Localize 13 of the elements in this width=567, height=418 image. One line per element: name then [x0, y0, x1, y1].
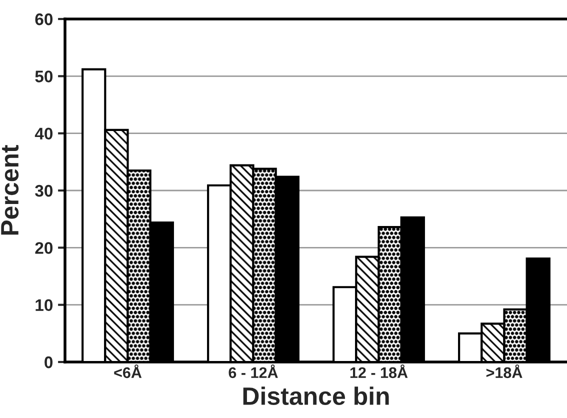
y-tick-label: 10 — [36, 299, 53, 312]
x-axis-title: Distance bin — [243, 386, 389, 406]
y-tick-label: 50 — [35, 70, 53, 82]
y-tick-label: 20 — [35, 242, 53, 254]
x-tick-label: 12 - 18Å — [350, 364, 408, 378]
x-tick-label: <6Å — [114, 364, 142, 378]
y-tick-label: 60 — [35, 13, 53, 26]
y-tick-label: 40 — [34, 128, 53, 140]
y-tick-label: 30 — [35, 184, 53, 197]
y-axis-title: Percent — [1, 144, 19, 235]
x-tick-label: >18Å — [486, 364, 522, 378]
y-tick-label: 0 — [44, 356, 53, 368]
x-tick-label: 6 - 12Å — [228, 364, 278, 378]
